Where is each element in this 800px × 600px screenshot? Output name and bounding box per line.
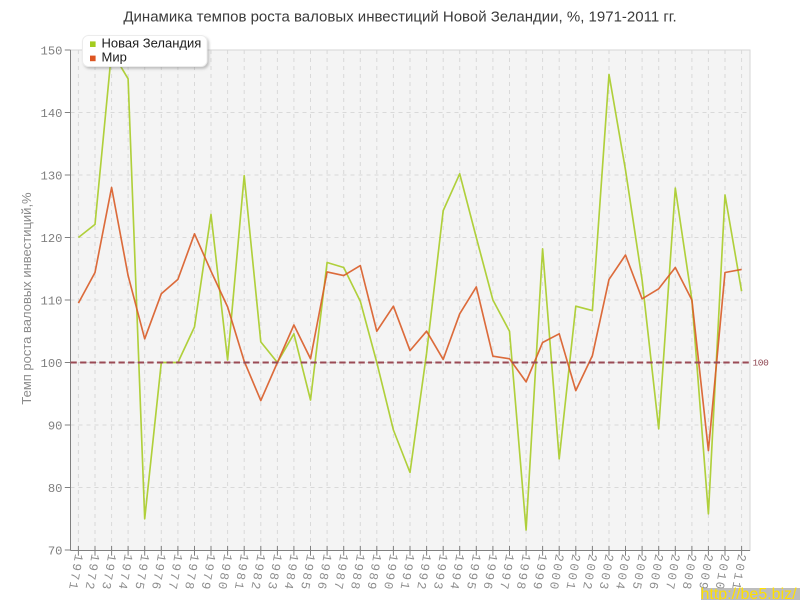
svg-text:Динамика темпов роста валовых: Динамика темпов роста валовых инвестиций… (123, 8, 676, 25)
svg-text:1999: 1999 (529, 553, 549, 592)
svg-text:1990: 1990 (380, 553, 400, 592)
svg-text:120: 120 (41, 232, 63, 246)
svg-text:1983: 1983 (264, 553, 284, 592)
svg-text:1988: 1988 (347, 553, 367, 592)
svg-text:1981: 1981 (231, 553, 251, 592)
svg-text:1989: 1989 (363, 553, 383, 592)
svg-text:130: 130 (41, 170, 63, 184)
svg-text:1985: 1985 (297, 553, 317, 592)
svg-text:2002: 2002 (579, 553, 599, 592)
svg-text:Темп роста валовых инвестиций,: Темп роста валовых инвестиций,% (19, 192, 34, 405)
svg-text:1974: 1974 (114, 553, 134, 592)
svg-text:1976: 1976 (148, 553, 168, 592)
svg-text:1996: 1996 (479, 553, 499, 592)
svg-text:150: 150 (41, 45, 63, 59)
svg-text:1978: 1978 (181, 553, 201, 592)
svg-text:2009: 2009 (695, 553, 715, 592)
svg-text:2010: 2010 (711, 553, 731, 592)
svg-text:1982: 1982 (247, 553, 267, 592)
svg-text:1971: 1971 (65, 553, 85, 592)
svg-text:1998: 1998 (512, 553, 532, 592)
svg-text:110: 110 (41, 295, 63, 309)
svg-text:100: 100 (753, 358, 770, 369)
svg-text:2001: 2001 (562, 553, 582, 592)
svg-text:1987: 1987 (330, 553, 350, 592)
svg-text:100: 100 (41, 357, 63, 371)
svg-text:1980: 1980 (214, 553, 234, 592)
svg-text:2006: 2006 (645, 553, 665, 592)
svg-text:1995: 1995 (463, 553, 483, 592)
svg-text:2003: 2003 (595, 553, 615, 592)
svg-text:90: 90 (48, 420, 63, 434)
svg-text:2007: 2007 (662, 553, 682, 592)
svg-text:1984: 1984 (280, 553, 300, 592)
svg-text:1994: 1994 (446, 553, 466, 592)
svg-text:2011: 2011 (728, 553, 748, 592)
svg-text:Мир: Мир (102, 50, 127, 65)
svg-text:1992: 1992 (413, 553, 433, 592)
svg-text:2008: 2008 (678, 553, 698, 592)
svg-text:1986: 1986 (313, 553, 333, 592)
svg-text:80: 80 (48, 482, 63, 496)
svg-text:1993: 1993 (430, 553, 450, 592)
svg-text:140: 140 (41, 107, 63, 121)
svg-text:1997: 1997 (496, 553, 516, 592)
svg-text:70: 70 (48, 545, 63, 559)
svg-text:2004: 2004 (612, 553, 632, 592)
svg-text:1973: 1973 (98, 553, 118, 592)
svg-text:Новая Зеландия: Новая Зеландия (102, 36, 202, 51)
svg-text:1975: 1975 (131, 553, 151, 592)
svg-text:1991: 1991 (396, 553, 416, 592)
svg-text:1972: 1972 (81, 553, 101, 592)
svg-text:1979: 1979 (197, 553, 217, 592)
svg-text:1977: 1977 (164, 553, 184, 592)
svg-text:2000: 2000 (546, 553, 566, 592)
svg-text:2005: 2005 (628, 553, 648, 592)
